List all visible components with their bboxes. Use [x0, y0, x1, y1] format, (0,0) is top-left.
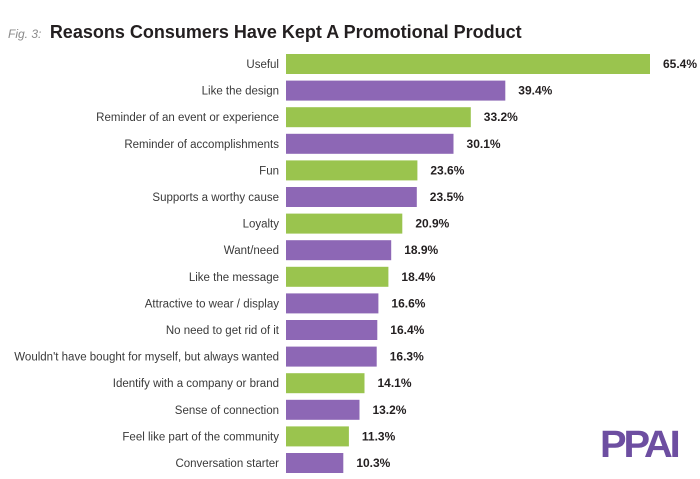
category-label: Sense of connection — [175, 405, 279, 417]
bar — [286, 133, 454, 154]
category-label: Supports a worthy cause — [152, 192, 279, 204]
bar — [286, 293, 379, 314]
bar — [286, 160, 418, 181]
value-label: 33.2% — [484, 110, 518, 124]
category-label: Reminder of an event or experience — [96, 112, 279, 124]
value-label: 18.9% — [404, 243, 438, 257]
category-label: Useful — [246, 59, 279, 71]
value-label: 10.3% — [356, 456, 390, 470]
bar-row: Fun 23.6% — [259, 160, 465, 181]
bar — [286, 399, 360, 420]
bar-row: Identify with a company or brand 14.1% — [113, 373, 412, 394]
value-label: 30.1% — [467, 137, 501, 151]
bar — [286, 187, 417, 207]
value-label: 16.3% — [390, 350, 424, 364]
category-label: Loyalty — [243, 219, 280, 231]
bar — [286, 266, 389, 287]
value-label: 16.4% — [390, 323, 424, 337]
category-label: Conversation starter — [175, 458, 279, 470]
category-label: Identify with a company or brand — [113, 378, 279, 390]
value-label: 39.4% — [518, 84, 552, 98]
category-label: Reminder of accomplishments — [124, 139, 279, 151]
bar-row: Like the design 39.4% — [202, 80, 553, 101]
category-label: No need to get rid of it — [166, 325, 280, 337]
figure-label: Fig. 3: — [8, 27, 42, 41]
bar — [286, 320, 378, 340]
category-label: Feel like part of the community — [122, 431, 279, 443]
value-label: 23.6% — [430, 163, 464, 177]
value-label: 18.4% — [401, 270, 435, 284]
bar — [286, 373, 365, 394]
category-label: Like the message — [189, 272, 279, 284]
bar — [286, 80, 506, 101]
value-label: 20.9% — [415, 217, 449, 231]
bar-row: No need to get rid of it 16.4% — [166, 320, 425, 340]
chart-title: Reasons Consumers Have Kept A Promotiona… — [49, 22, 522, 42]
chart-header: Fig. 3: Reasons Consumers Have Kept A Pr… — [8, 22, 522, 43]
category-label: Like the design — [202, 86, 279, 98]
bar-row: Wouldn't have bought for myself, but alw… — [14, 346, 424, 367]
category-label: Want/need — [224, 245, 279, 257]
bar — [286, 426, 349, 447]
category-label: Wouldn't have bought for myself, but alw… — [14, 352, 279, 364]
ppai-logo: PPAI — [600, 424, 681, 466]
bar-row: Reminder of an event or experience 33.2% — [96, 107, 518, 128]
bar-row: Attractive to wear / display 16.6% — [145, 293, 426, 314]
bar-row: Useful 65.4% — [246, 54, 697, 74]
bar — [286, 54, 650, 74]
bar-row: Feel like part of the community 11.3% — [122, 426, 396, 447]
bar — [286, 346, 377, 367]
bar-row: Supports a worthy cause 23.5% — [152, 187, 464, 207]
bar-row: Loyalty 20.9% — [243, 213, 450, 234]
value-label: 16.6% — [391, 296, 425, 310]
bar — [286, 240, 392, 261]
value-label: 13.2% — [372, 403, 406, 417]
category-label: Attractive to wear / display — [145, 298, 279, 310]
bar-row: Reminder of accomplishments 30.1% — [124, 133, 501, 154]
bar — [286, 453, 344, 473]
bar-row: Conversation starter 10.3% — [175, 453, 391, 473]
value-label: 65.4% — [663, 57, 697, 71]
bar — [286, 213, 403, 234]
bar-row: Like the message 18.4% — [189, 266, 436, 287]
value-label: 11.3% — [362, 429, 396, 443]
bar — [286, 107, 471, 128]
bar-row: Want/need 18.9% — [224, 240, 439, 261]
value-label: 14.1% — [377, 376, 411, 390]
value-label: 23.5% — [430, 190, 464, 204]
bar-row: Sense of connection 13.2% — [175, 399, 407, 420]
category-label: Fun — [259, 165, 279, 177]
